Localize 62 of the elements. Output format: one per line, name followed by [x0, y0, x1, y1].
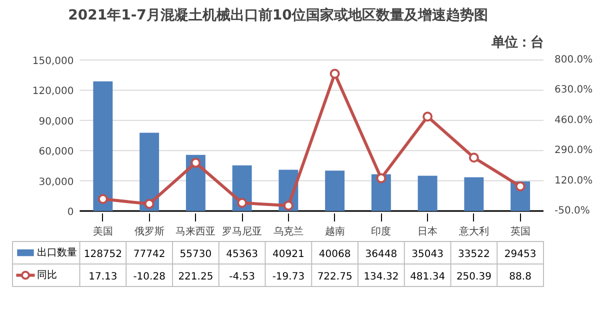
data-label: 55730 — [180, 248, 212, 260]
bar — [140, 132, 160, 211]
point — [422, 112, 433, 122]
y-tick-label: 150,000 — [32, 56, 74, 68]
x-tick-label: 美国 — [92, 226, 113, 238]
y2-tick-label: 120.0% — [554, 175, 593, 186]
x-tick-label: 俄罗斯 — [134, 226, 164, 238]
bar — [325, 170, 345, 211]
bar — [418, 176, 438, 211]
data-label: 40921 — [272, 248, 304, 260]
x-tick-label: 罗马尼亚 — [222, 226, 262, 238]
chart-title: 2021年1-7月混凝土机械出口前10位国家或地区数量及增速趋势图 — [68, 6, 488, 24]
data-label: 45363 — [226, 248, 258, 260]
x-tick-label: 英国 — [510, 226, 530, 238]
data-label: 722.75 — [317, 271, 352, 282]
y-tick-label: 90,000 — [38, 116, 74, 128]
y-tick-label: 120,000 — [32, 86, 74, 98]
data-label: 481.34 — [410, 271, 446, 282]
point — [283, 200, 294, 211]
point — [515, 181, 526, 192]
y2-tick-label: 290.0% — [554, 145, 593, 156]
x-tick-label: 乌克兰 — [273, 226, 304, 238]
data-label: -4.53 — [229, 271, 255, 282]
y-tick-label: 60,000 — [38, 146, 74, 158]
point — [237, 198, 248, 208]
point — [98, 194, 108, 204]
data-label: 35043 — [412, 248, 444, 260]
y2-tick-label: -50.0% — [554, 205, 590, 216]
bar — [464, 177, 484, 211]
y-tick-label: 30,000 — [38, 176, 74, 188]
point — [330, 68, 340, 79]
data-label: 17.13 — [88, 271, 118, 282]
data-label: 40068 — [318, 248, 351, 260]
data-label: 221.25 — [178, 271, 214, 282]
data-label: 134.32 — [364, 271, 399, 282]
data-label: 88.8 — [509, 271, 532, 282]
point — [144, 198, 154, 209]
y2-tick-label: 460.0% — [554, 114, 593, 126]
data-label: 33522 — [458, 248, 490, 260]
x-tick-label: 越南 — [324, 226, 345, 238]
data-label: 250.39 — [456, 271, 492, 282]
y-tick-label: 0 — [67, 206, 74, 218]
data-label: 29453 — [504, 248, 536, 260]
data-label: 77742 — [133, 248, 166, 260]
point — [468, 152, 479, 163]
y2-tick-label: 630.0% — [554, 84, 593, 96]
chart-subtitle: 单位：台 — [490, 34, 544, 50]
x-tick-label: 马来西亚 — [176, 226, 216, 238]
data-label: 128752 — [84, 248, 122, 260]
data-label: 36448 — [365, 248, 398, 260]
point — [190, 158, 201, 168]
legend-label: 出口数量 — [37, 246, 78, 258]
bar — [93, 81, 113, 211]
x-tick-label: 意大利 — [458, 226, 489, 238]
legend-label: 同比 — [37, 268, 58, 281]
point — [376, 173, 386, 184]
x-tick-label: 印度 — [371, 226, 392, 238]
data-label: -10.28 — [133, 271, 166, 282]
data-label: -19.73 — [272, 271, 305, 282]
y2-tick-label: 800.0% — [554, 54, 593, 66]
bar — [371, 174, 391, 211]
x-tick-label: 日本 — [418, 226, 438, 238]
